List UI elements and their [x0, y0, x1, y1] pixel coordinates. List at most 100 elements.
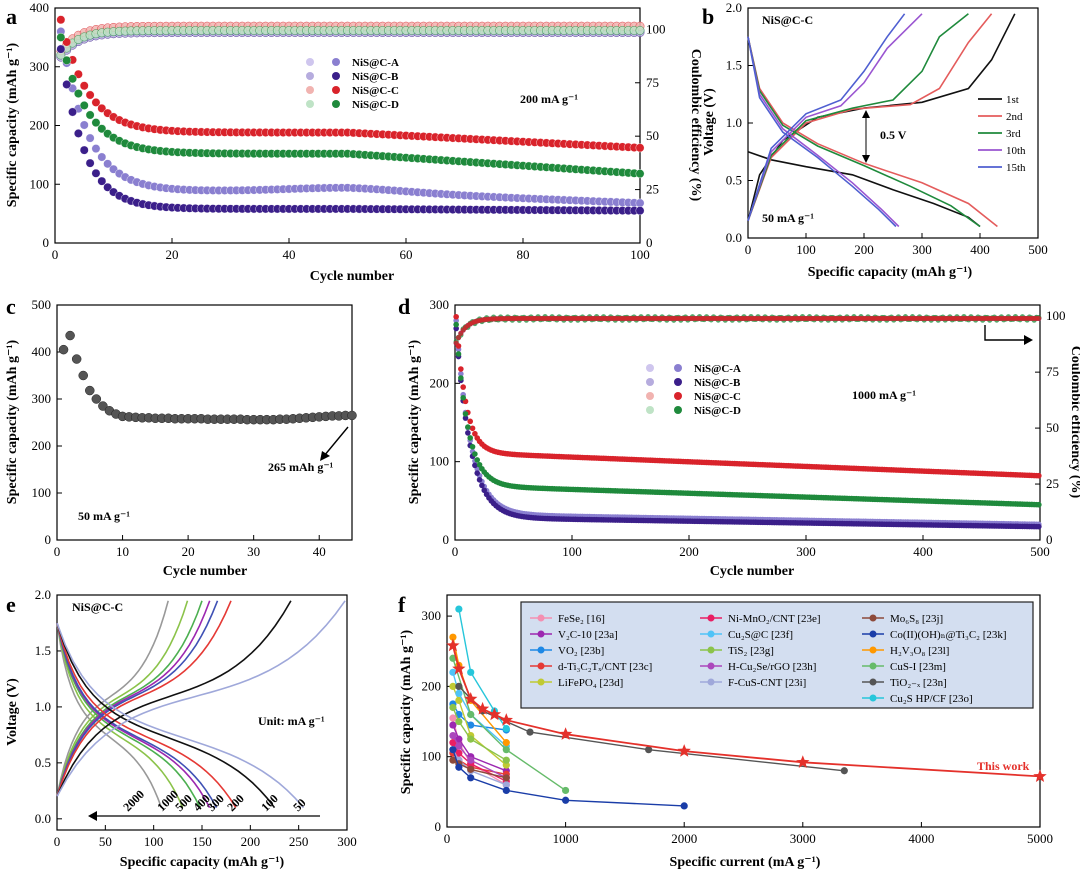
capacity-point-NiS@C-D [91, 118, 101, 128]
capacity-point-NiS@C-C [453, 313, 459, 320]
series-line-F-CuS-CNT [23i] [452, 749, 507, 786]
series-point [455, 605, 463, 613]
legend-marker-ce [646, 378, 654, 386]
y-tick-label: 400 [30, 0, 50, 15]
capacity-point-NiS@C-C [455, 343, 462, 349]
y-tick-label: 200 [32, 438, 52, 453]
series-line-TiS₂ [23g] [452, 707, 507, 761]
panel-label-c: c [6, 294, 16, 319]
annotation-current-b: 50 mA g⁻¹ [762, 211, 814, 225]
this-work-point [677, 744, 691, 757]
capacity-point-NiS@C-D [469, 443, 476, 450]
capacity-point-NiS@C-B [472, 462, 478, 469]
ce-axis-arrow [984, 325, 1028, 341]
x-tick-label: 0 [444, 831, 451, 846]
series-point [449, 732, 457, 740]
series-point [840, 767, 848, 775]
capacity-point-NiS@C-B [68, 107, 77, 117]
y-tick-label: 100 [32, 485, 52, 500]
capacity-point-NiS@C-C [472, 430, 478, 437]
capacity-point [71, 354, 82, 364]
legend-label: 10th [1006, 145, 1026, 157]
capacity-point-NiS@C-D [462, 411, 469, 417]
y2-tick-label: 75 [1046, 364, 1059, 379]
discharge-curve-200 [56, 622, 237, 809]
discharge-curve-3rd [747, 36, 981, 228]
capacity-point-NiS@C-A [91, 144, 101, 154]
annotation-voltage-gap: 0.5 V [880, 128, 907, 142]
series-point [449, 756, 457, 764]
capacity-point-NiS@C-B [635, 206, 645, 216]
capacity-point-NiS@C-C [460, 384, 466, 390]
x-tick-label: 500 [1028, 242, 1048, 257]
y-tick-label: 100 [422, 749, 442, 764]
x-axis-label-d: Cycle number [710, 564, 794, 579]
x-tick-label: 1000 [553, 831, 579, 846]
rate-arrow-head [88, 811, 97, 821]
legend-marker [537, 662, 545, 670]
capacity-point [78, 370, 88, 381]
series-point [455, 696, 463, 705]
x-tick-label: 30 [247, 544, 260, 559]
y-tick-label: 100 [430, 454, 450, 469]
charge-curve-300 [56, 600, 219, 797]
capacity-point [65, 330, 75, 341]
rate-label: 100 [258, 791, 281, 814]
annotation-d: 1000 mA g⁻¹ [852, 388, 916, 402]
charge-curve-200 [56, 600, 232, 797]
legend-label: LiFePO₄ [23d] [558, 677, 623, 689]
capacity-point [98, 401, 108, 411]
x-tick-label: 0 [54, 834, 61, 849]
charge-curve-50 [56, 600, 346, 797]
y-tick-label: 300 [430, 297, 450, 312]
capacity-point-NiS@C-B [1036, 523, 1042, 530]
capacity-point-NiS@C-C [85, 90, 95, 100]
capacity-point-NiS@C-C [62, 37, 72, 47]
panel-b: b NiS@C-C 0 100 200 300 400 500 0.0 0.5 1.0 1.5 2.… [702, 0, 1048, 280]
annotation-current-c: 50 mA g⁻¹ [78, 509, 130, 523]
capacity-point-NiS@C-D [85, 110, 95, 120]
series-point [502, 786, 510, 795]
charge-curve-100 [56, 600, 292, 797]
series-point [502, 746, 510, 754]
capacity-point-NiS@C-B [479, 482, 485, 489]
series-point [502, 781, 510, 789]
voltage-gap-arrow-bottom [862, 155, 870, 163]
capacity-point-NiS@C-D [635, 169, 645, 179]
panel-label-d: d [398, 294, 410, 319]
y-tick-label: 300 [32, 391, 52, 406]
capacity-point-NiS@C-C [469, 425, 476, 432]
capacity-point-NiS@C-B [85, 158, 95, 168]
capacity-point-NiS@C-B [56, 44, 66, 54]
capacity-point-NiS@C-B [62, 80, 72, 89]
legend-label: H₂V₃O₈ [23l] [890, 645, 949, 657]
x-tick-label: 300 [912, 242, 932, 257]
legend-marker-capacity [674, 406, 682, 414]
capacity-point-NiS@C-B [476, 476, 483, 483]
series-point [455, 742, 463, 750]
series-point [467, 668, 475, 676]
panel-f: f 0 1000 2000 3000 4000 5000 0 100 200 300 FeSe₂ … [398, 592, 1053, 870]
series-point [455, 682, 463, 690]
legend-label: 15th [1006, 162, 1026, 174]
charge-curve-500 [56, 600, 203, 797]
series-point [467, 735, 475, 743]
capacity-point-NiS@C-B [79, 145, 89, 155]
capacity-point-NiS@C-C [91, 98, 101, 107]
capacity-point-NiS@C-A [635, 198, 645, 208]
charge-curve-3rd [747, 13, 969, 222]
x-tick-label: 500 [1030, 544, 1050, 559]
series-point [455, 763, 463, 771]
series-point [455, 749, 463, 757]
series-point [449, 714, 457, 722]
discharge-curve-15th [747, 36, 897, 228]
y-tick-label: 200 [422, 678, 442, 693]
capacity-point-NiS@C-C [79, 81, 89, 91]
legend-marker-capacity [332, 72, 340, 80]
series-point [449, 746, 457, 754]
legend-marker [869, 630, 877, 638]
series-point [449, 654, 457, 662]
legend-marker-ce [646, 392, 654, 400]
